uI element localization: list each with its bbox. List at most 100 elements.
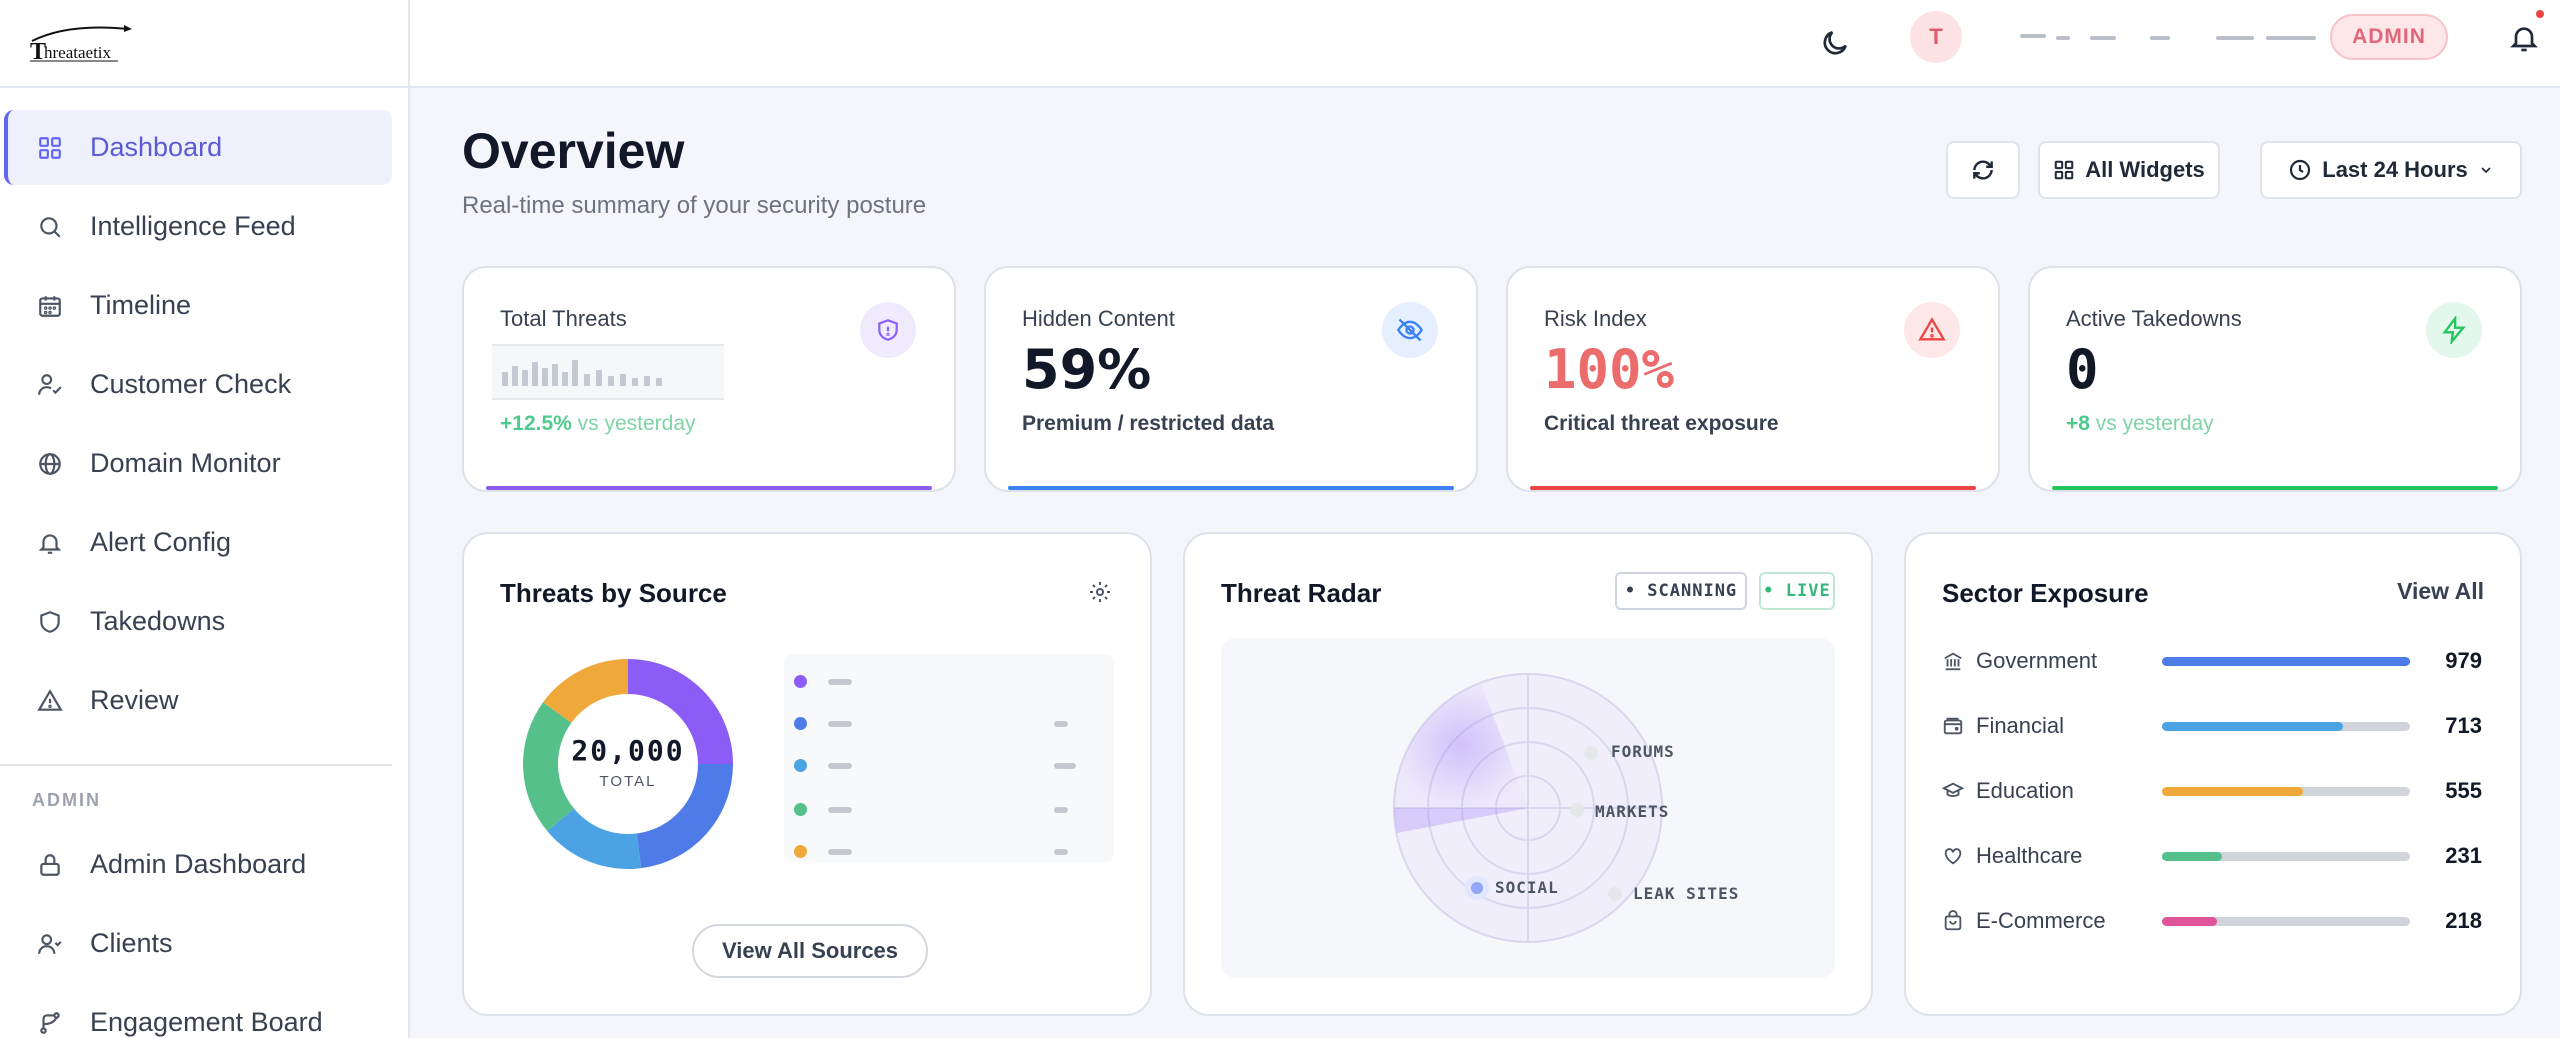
clock-icon <box>2290 159 2311 181</box>
sidebar-item-label: Intelligence Feed <box>90 211 296 241</box>
stat-label: Risk Index <box>1544 306 1647 331</box>
notifications-bell-icon[interactable] <box>2502 10 2546 60</box>
radar-display: FORUMS MARKETS SOCIAL LEAK SITES <box>1221 638 1835 978</box>
stat-card-hidden-content[interactable]: Hidden Content 59% Premium / restricted … <box>984 266 1478 492</box>
radar-label-markets: MARKETS <box>1595 802 1670 821</box>
eye-off-icon <box>1382 302 1438 358</box>
refresh-icon <box>1973 160 1993 180</box>
sidebar-item-label: Alert Config <box>90 527 232 557</box>
brand-logo[interactable]: T hreataetix <box>28 23 138 63</box>
sector-exposure-panel: Sector Exposure View All Government 979 … <box>1904 532 2522 1016</box>
donut-total-value: 20,000 <box>571 734 685 767</box>
globe-icon <box>32 446 68 482</box>
warning-icon <box>1904 302 1960 358</box>
sidebar-item-customer-check[interactable]: Customer Check <box>4 347 392 422</box>
sidebar-item-takedowns[interactable]: Takedowns <box>4 584 392 659</box>
sector-bar-fill <box>2162 852 2222 861</box>
all-widgets-label: All Widgets <box>2085 157 2205 182</box>
sector-label: Government <box>1976 648 2098 673</box>
sector-row-education[interactable]: Education 555 <box>1941 774 2482 810</box>
sidebar-item-label: Timeline <box>90 290 192 320</box>
threat-radar-panel: Threat Radar • SCANNING • LIVE FOR <box>1183 532 1873 1016</box>
sector-bar-track <box>2162 787 2410 796</box>
source-legend-item[interactable] <box>794 672 1114 692</box>
view-all-sources-button[interactable]: View All Sources <box>692 924 928 978</box>
sidebar-item-alert-config[interactable]: Alert Config <box>4 505 392 580</box>
stat-card-active-takedowns[interactable]: Active Takedowns 0 +8 vs yesterday <box>2028 266 2522 492</box>
sector-value: 231 <box>2445 843 2482 868</box>
donut-segment-1[interactable] <box>636 764 733 869</box>
sector-value: 713 <box>2445 713 2482 738</box>
sidebar-item-engagement-board[interactable]: Engagement Board <box>4 985 392 1038</box>
sidebar-item-label: Domain Monitor <box>90 448 281 478</box>
users-icon <box>32 926 68 962</box>
sector-label: Education <box>1976 778 2074 803</box>
sector-bar-fill <box>2162 787 2304 796</box>
donut-total: 20,000 TOTAL <box>558 734 698 790</box>
sidebar-item-domain-monitor[interactable]: Domain Monitor <box>4 426 392 501</box>
logo-mark-icon: T hreataetix <box>30 25 132 63</box>
sector-bar-fill <box>2162 917 2217 926</box>
sector-row-financial[interactable]: Financial 713 <box>1942 709 2482 745</box>
panel-title: Sector Exposure <box>1942 578 2149 608</box>
radar-graphic <box>1393 673 1663 943</box>
page-title: Overview <box>462 123 685 179</box>
sidebar-item-dashboard[interactable]: Dashboard <box>4 110 392 185</box>
sector-row-government[interactable]: Government 979 <box>1942 644 2482 680</box>
sector-row-e-commerce[interactable]: E-Commerce 218 <box>1942 904 2482 940</box>
refresh-button[interactable] <box>1946 141 2020 199</box>
radar-label-leak-sites: LEAK SITES <box>1633 884 1740 903</box>
stat-card-risk-index[interactable]: Risk Index 100% Critical threat exposure <box>1506 266 2000 492</box>
notification-dot <box>2536 10 2544 18</box>
sidebar-item-clients[interactable]: Clients <box>4 906 392 981</box>
donut-segment-0[interactable] <box>628 659 733 764</box>
sidebar-item-label: Engagement Board <box>90 1007 323 1037</box>
stat-value: 100% <box>1544 338 1675 401</box>
logo-area: T hreataetix <box>0 0 408 88</box>
sector-label: Healthcare <box>1976 843 2083 868</box>
sidebar-item-review[interactable]: Review <box>4 663 392 738</box>
sidebar-item-label: Admin Dashboard <box>90 849 307 879</box>
sector-value: 218 <box>2445 908 2482 933</box>
donut-segment-2[interactable] <box>547 808 642 869</box>
sidebar-item-intelligence-feed[interactable]: Intelligence Feed <box>4 189 392 264</box>
sidebar-item-label: Customer Check <box>90 369 292 399</box>
stat-card-total-threats[interactable]: Total Threats +12.5% vs yesterday <box>462 266 956 492</box>
donut-segment-4[interactable] <box>543 659 628 723</box>
view-all-link[interactable]: View All <box>2397 578 2484 604</box>
source-legend-item[interactable] <box>794 842 1114 862</box>
donut-segment-3[interactable] <box>523 702 575 831</box>
source-legend-item[interactable] <box>794 714 1114 734</box>
topbar: T ADMIN <box>410 0 2560 88</box>
sidebar-nav: Dashboard Intelligence Feed Timeline Cus… <box>0 88 408 1038</box>
avatar[interactable]: T <box>1910 11 1962 63</box>
sidebar-item-admin-dashboard[interactable]: Admin Dashboard <box>4 827 392 902</box>
sector-row-healthcare[interactable]: Healthcare 231 <box>1942 839 2482 875</box>
stat-value: 0 <box>2066 338 2099 401</box>
lightning-icon <box>2426 302 2482 358</box>
user-name-redacted <box>2020 28 2320 42</box>
time-range-select[interactable]: Last 24 Hours <box>2260 141 2522 199</box>
theme-toggle-moon-icon[interactable] <box>1810 18 1860 68</box>
sector-value: 979 <box>2445 648 2482 673</box>
all-widgets-button[interactable]: All Widgets <box>2038 141 2220 199</box>
stat-sub: Premium / restricted data <box>1022 412 1275 435</box>
sidebar-item-label: Dashboard <box>90 132 223 162</box>
search-icon <box>32 209 68 245</box>
sidebar-item-timeline[interactable]: Timeline <box>4 268 392 343</box>
radar-label-social: SOCIAL <box>1495 878 1559 897</box>
grid-icon <box>32 130 68 166</box>
sidebar-divider <box>0 764 392 766</box>
sector-bar-track <box>2162 657 2410 666</box>
shopping-bag-icon <box>1942 910 1966 934</box>
source-legend-item[interactable] <box>794 756 1114 776</box>
sector-bar-fill <box>2162 657 2410 666</box>
source-legend-item[interactable] <box>794 800 1114 820</box>
sector-label: E-Commerce <box>1976 908 2106 933</box>
warning-icon <box>32 683 68 719</box>
panel-title: Threat Radar <box>1221 578 1382 608</box>
settings-gear-icon[interactable] <box>1088 580 1114 606</box>
stat-label: Total Threats <box>500 306 627 331</box>
heart-icon <box>1942 845 1966 869</box>
stat-value: 59% <box>1022 338 1152 401</box>
